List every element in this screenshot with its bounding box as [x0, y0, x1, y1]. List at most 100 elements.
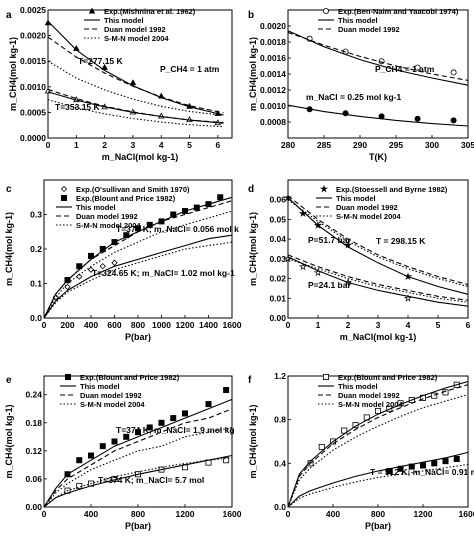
panel-c-y-tick-label: 0.2 — [30, 244, 42, 254]
panel-a-legend-entry: S-M-N model 2004 — [104, 34, 169, 43]
panel-e-series-line — [43, 398, 233, 508]
panel-d-legend-entry: This model — [336, 194, 376, 203]
panel-e-annotation: T=374 K; m_NaCl= 5.7 mol — [98, 475, 204, 485]
panel-d-y-tick-label: 0.05 — [269, 214, 286, 224]
panel-d-annotation: P=51.7 bar — [308, 235, 351, 245]
panel-d-legend-entry: Exp.(Stoessell and Byrne 1982) — [336, 185, 448, 194]
panel-a-x-tick-label: 4 — [159, 140, 164, 150]
panel-e-data-point — [88, 452, 95, 459]
panel-e-data-point — [181, 410, 188, 417]
panel-b-data-point — [450, 117, 457, 124]
panel-c-x-tick-label: 800 — [131, 320, 145, 330]
panel-d-data-point — [403, 294, 413, 302]
panel-d-y-tick-label: 0.04 — [269, 234, 286, 244]
panel-d-y-tick-label: 0.06 — [269, 195, 286, 205]
panel-c-series-line — [43, 200, 233, 319]
panel-c-letter: c — [6, 184, 12, 195]
panel-b-y-tick-label: 0.0018 — [260, 37, 286, 47]
panel-a-series-line — [47, 99, 224, 128]
panel-b-x-tick-label: 280 — [281, 140, 295, 150]
panel-e-y-tick-label: 0.00 — [25, 502, 42, 512]
panel-c-series-line — [43, 196, 233, 319]
panel-f-annotation: T = 512 K; m_NaCl= 0.91 mol kg — [370, 467, 474, 477]
panel-e-series-line — [43, 457, 233, 508]
panel-f-y-tick-label: 0.0 — [274, 502, 286, 512]
panel-f-y-tick-label: 1.2 — [274, 371, 286, 381]
panel-a-letter: a — [6, 10, 12, 21]
panel-d-y-axis-label: m_CH4(mol kg-1) — [248, 212, 258, 286]
panel-b-series-line — [287, 104, 469, 127]
panel-a-y-tick-label: 0.0020 — [20, 31, 46, 41]
panel-f-x-tick-label: 1200 — [414, 509, 433, 519]
panel-c-x-tick-label: 1000 — [152, 320, 171, 330]
panel-d-series-line — [287, 254, 469, 301]
panel-f-legend-entry: Exp.(Blount and Price 1982) — [338, 373, 438, 382]
panel-a-annotation: T=353.15 K — [55, 102, 101, 112]
panel-c-x-tick-label: 600 — [107, 320, 121, 330]
panel-d-annotation: T = 298.15 K — [376, 236, 426, 246]
panel-a-legend-entry: Exp.(Mishnina et al. 1962) — [104, 7, 196, 16]
panel-e-x-axis-label: P(bar) — [125, 521, 151, 531]
panel-e-legend-entry: Duan model 1992 — [80, 391, 142, 400]
panel-b-x-tick-label: 285 — [317, 140, 331, 150]
panel-b-y-axis-label: m_CH4(mol kg-1) — [248, 37, 258, 111]
panel-a-legend-entry: Duan model 1992 — [104, 25, 166, 34]
panel-e-y-tick-label: 0.24 — [25, 390, 42, 400]
panel-b-legend-entry: Exp.(Ben-Naim and Yaacobi 1974) — [338, 7, 459, 16]
panel-c-data-point — [99, 263, 106, 270]
panel-e-legend-entry: S-M-N model 2004 — [80, 400, 145, 409]
panel-b-data-point — [414, 64, 421, 71]
panel-f-data-point — [318, 443, 325, 450]
panel-b-x-tick-label: 300 — [425, 140, 439, 150]
panel-f-series-line — [287, 380, 469, 508]
panel-b-x-tick-label: 305 — [461, 140, 474, 150]
panel-b-legend-entry: This model — [338, 16, 378, 25]
panel-e-data-point — [170, 415, 177, 422]
panel-f-x-axis-label: P(bar) — [365, 521, 391, 531]
panel-e-x-tick-label: 800 — [131, 509, 145, 519]
panel-f-data-point — [431, 460, 438, 467]
panel-b-letter: b — [248, 10, 254, 21]
panel-c-data-point — [76, 273, 83, 280]
panel-c-y-axis-label: m_CH4(mol kg-1) — [4, 212, 14, 286]
panel-b-annotation: P_CH4 = 1 atm — [375, 64, 435, 74]
panel-c-legend-entry: Exp.(O'sullivan and Smith 1970) — [76, 185, 190, 194]
panel-e-annotation: T=374 K; m_NaCl= 1.9 mol kg — [116, 425, 235, 435]
panel-b-y-tick-label: 0.0016 — [260, 53, 286, 63]
panel-c-data-point — [111, 259, 118, 266]
panel-c-y-tick-label: 0.1 — [30, 279, 42, 289]
panel-d-x-tick-label: 6 — [466, 320, 471, 330]
panel-d-x-axis-label: m_NaCl(mol kg-1) — [340, 332, 417, 342]
panel-c-series-line — [43, 210, 233, 319]
panel-b-x-axis-label: T(K) — [369, 152, 387, 162]
panel-d-data-point — [343, 240, 353, 249]
panel-c-data-point — [134, 225, 141, 232]
panel-d-x-tick-label: 3 — [376, 320, 381, 330]
panel-a-y-tick-label: 0.0025 — [20, 5, 46, 15]
panel-c-data-point — [217, 194, 224, 201]
panel-b-y-tick-label: 0.0014 — [260, 69, 286, 79]
panel-a-legend-entry: This model — [104, 16, 144, 25]
panel-e-series-line — [43, 426, 233, 508]
panel-f-x-tick-label: 1600 — [459, 509, 474, 519]
panel-c-legend-entry: S-M-N model 2004 — [76, 221, 141, 230]
panel-c-x-tick-label: 1200 — [176, 320, 195, 330]
panel-a-legend-marker — [88, 7, 96, 14]
panel-e-letter: e — [6, 375, 12, 386]
panel-e-data-point — [76, 457, 83, 464]
panel-e-data-point — [123, 433, 130, 440]
panel-a-series-line — [47, 88, 224, 124]
panel-e-legend-entry: Exp.(Blount and Price 1982) — [80, 373, 180, 382]
panel-e-data-point — [205, 401, 212, 408]
panel-a-y-tick-label: 0.0005 — [20, 107, 46, 117]
panel-d-y-tick-label: 0.02 — [269, 274, 286, 284]
panel-e-data-point — [223, 457, 230, 464]
panel-a-series-line — [47, 36, 224, 114]
panel-a-data-point — [186, 116, 193, 123]
panel-d-legend-entry: Duan model 1992 — [336, 203, 398, 212]
panel-e-legend-entry: This model — [80, 382, 120, 391]
panel-a-series-line — [47, 60, 224, 117]
panel-e-y-tick-label: 0.12 — [25, 446, 42, 456]
panel-a-x-tick-label: 0 — [46, 140, 51, 150]
